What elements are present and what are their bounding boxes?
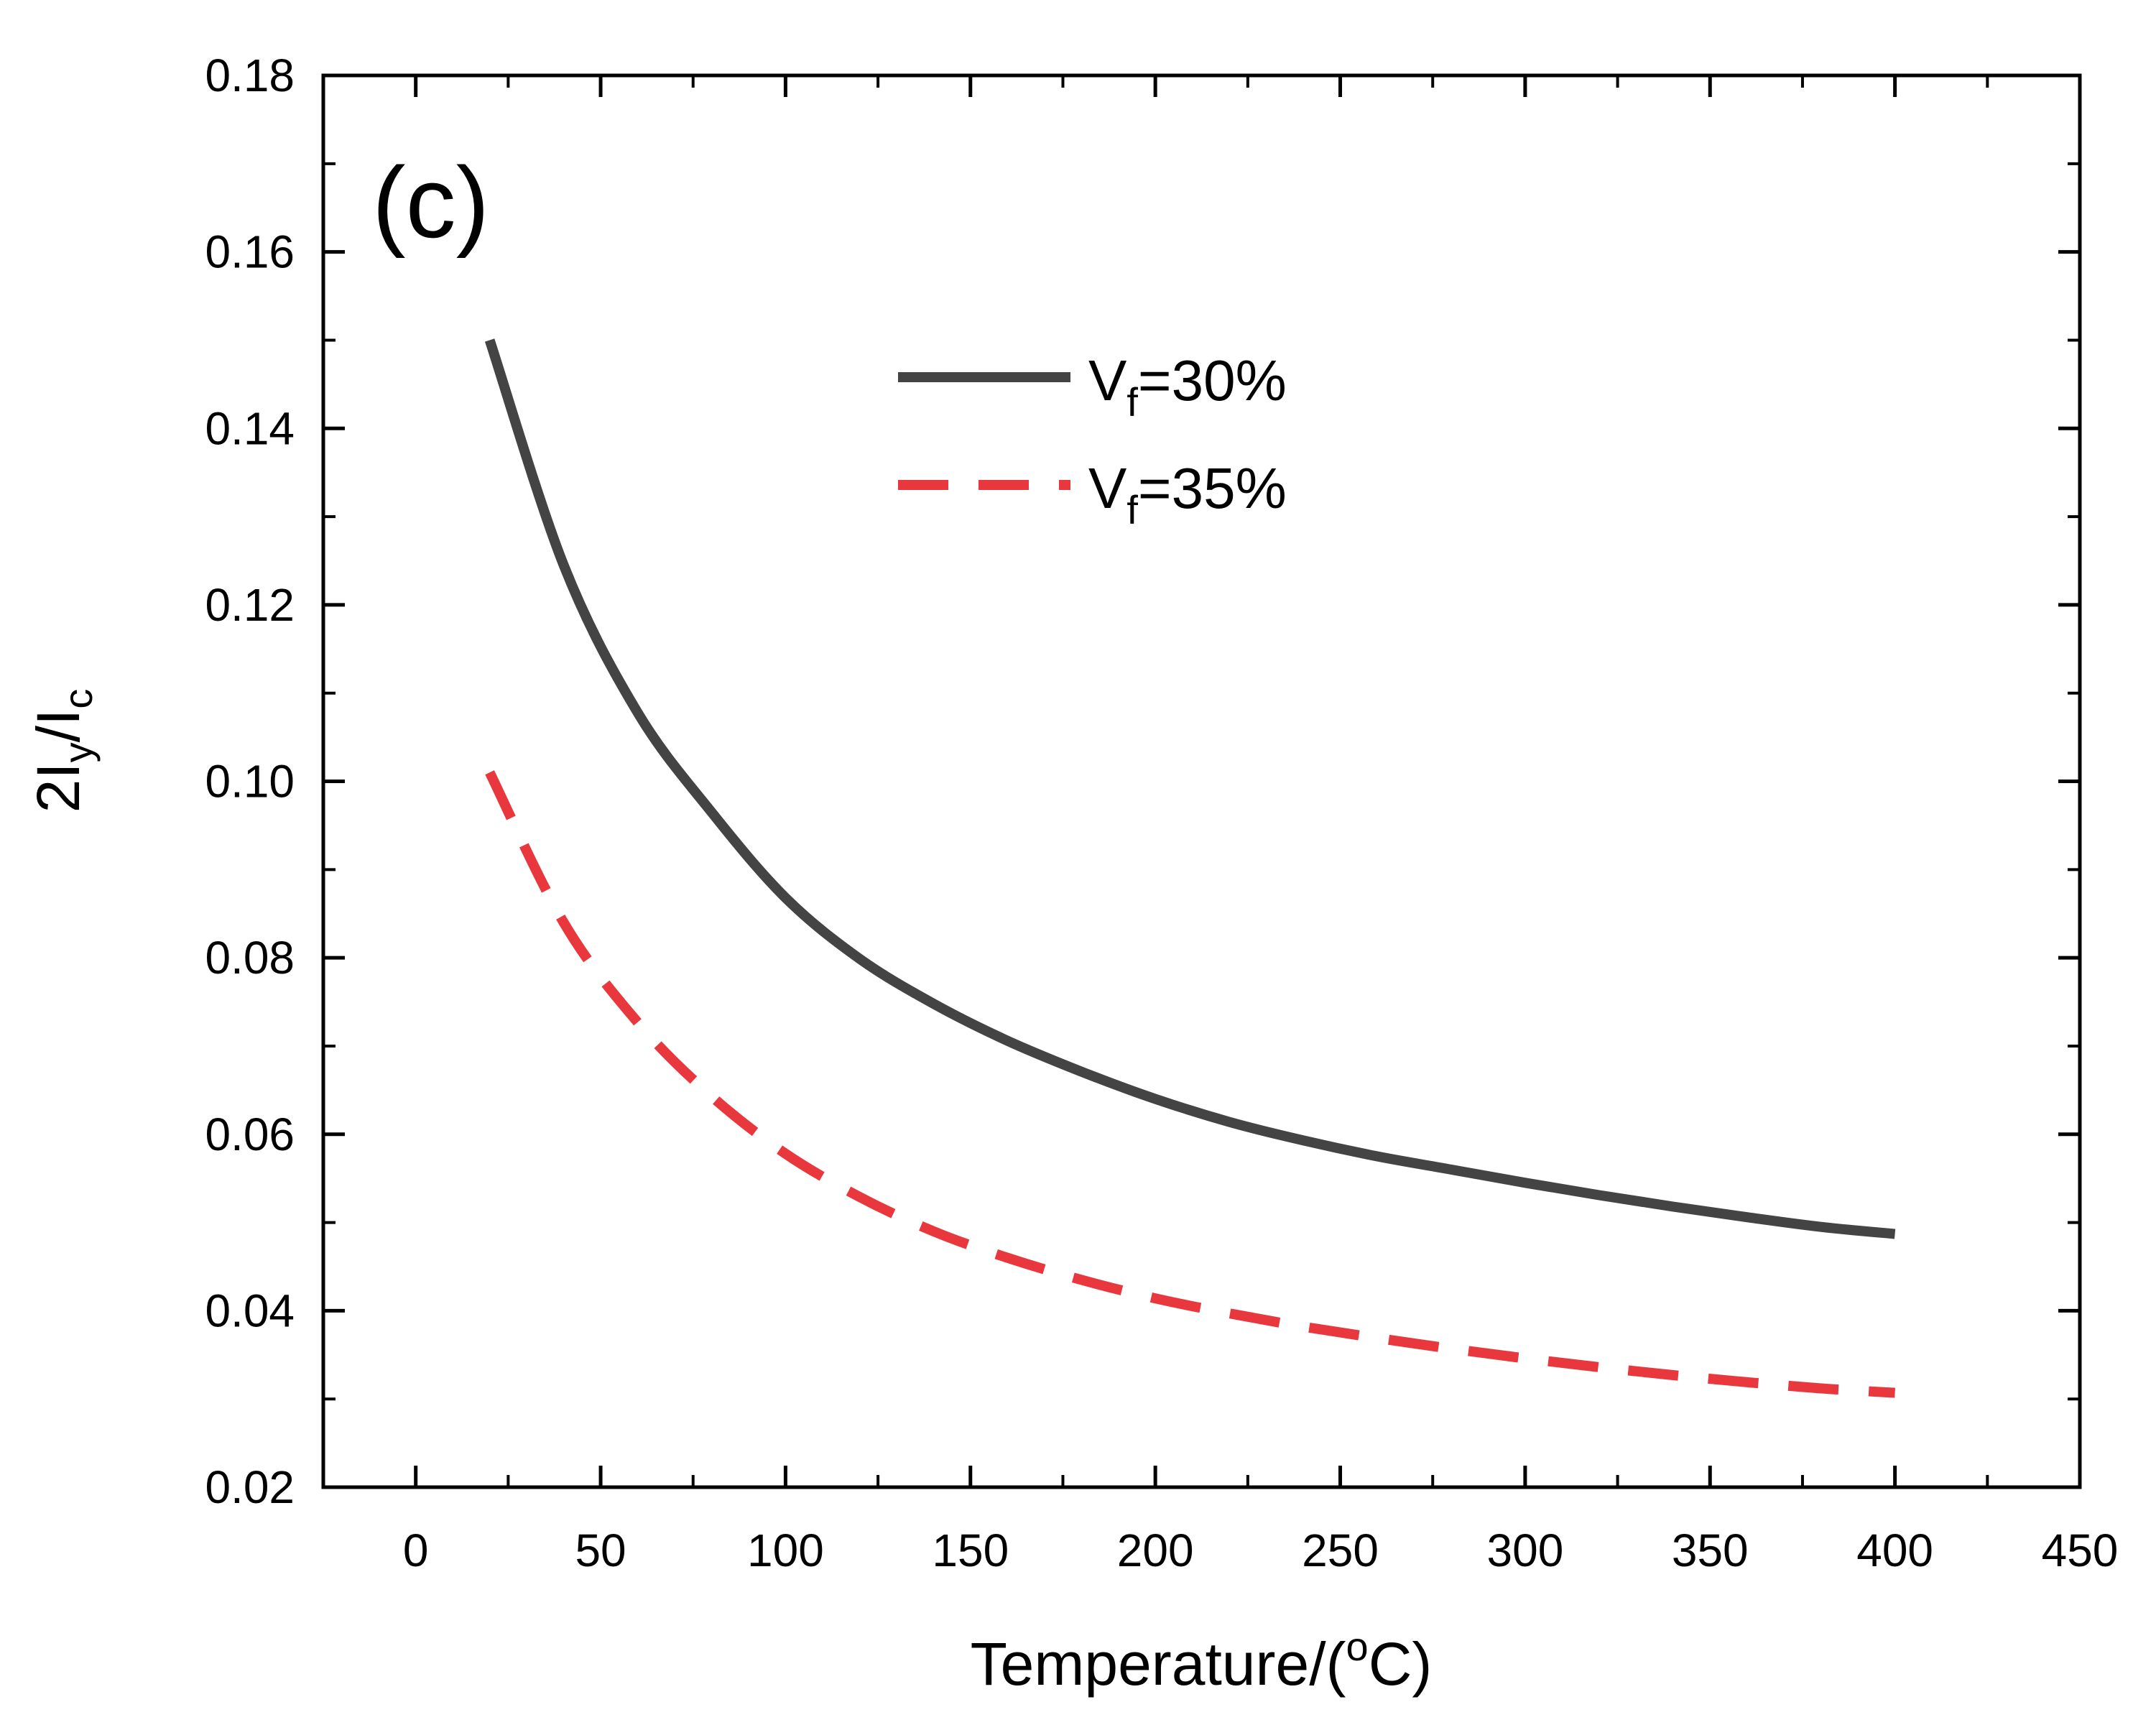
legend-label-vf35: Vf=35% [1088,456,1287,532]
x-tick-label: 300 [1487,1525,1564,1576]
x-tick-label: 50 [575,1525,626,1576]
x-axis-title: Temperature/(oC) [971,1624,1433,1698]
x-tick-label: 0 [403,1525,429,1576]
x-tick-label: 250 [1302,1525,1379,1576]
ticks-layer: 0 50 100 150 200 250 300 350 400 450 0.02 0.04 0.06 0… [205,50,2118,1576]
y-tick-label: 0.06 [205,1109,295,1160]
y-tick-label: 0.10 [205,756,295,808]
y-axis-title: 2Iy/Ic [24,689,101,813]
series-line-vf30 [484,338,1896,1239]
legend-label-vf30: Vf=30% [1088,348,1287,425]
y-tick-label: 0.12 [205,579,295,631]
y-tick-label: 0.08 [205,932,295,984]
x-tick-label: 450 [2042,1525,2119,1576]
x-tick-label: 400 [1856,1525,1933,1576]
y-tick-label: 0.16 [205,226,295,278]
x-tick-label: 100 [747,1525,824,1576]
x-tick-label: 200 [1117,1525,1194,1576]
legend: Vf=30% Vf=35% [898,348,1287,532]
series-layer [484,338,1896,1398]
series-line-vf35 [485,770,1896,1398]
plot-frame [321,73,2082,1489]
y-tick-label: 0.18 [205,50,295,101]
y-tick-label: 0.04 [205,1285,295,1336]
y-tick-label: 0.14 [205,402,295,454]
x-tick-label: 150 [932,1525,1009,1576]
panel-label: (c) [372,146,489,259]
x-tick-label: 350 [1672,1525,1749,1576]
y-tick-label: 0.02 [205,1461,295,1513]
